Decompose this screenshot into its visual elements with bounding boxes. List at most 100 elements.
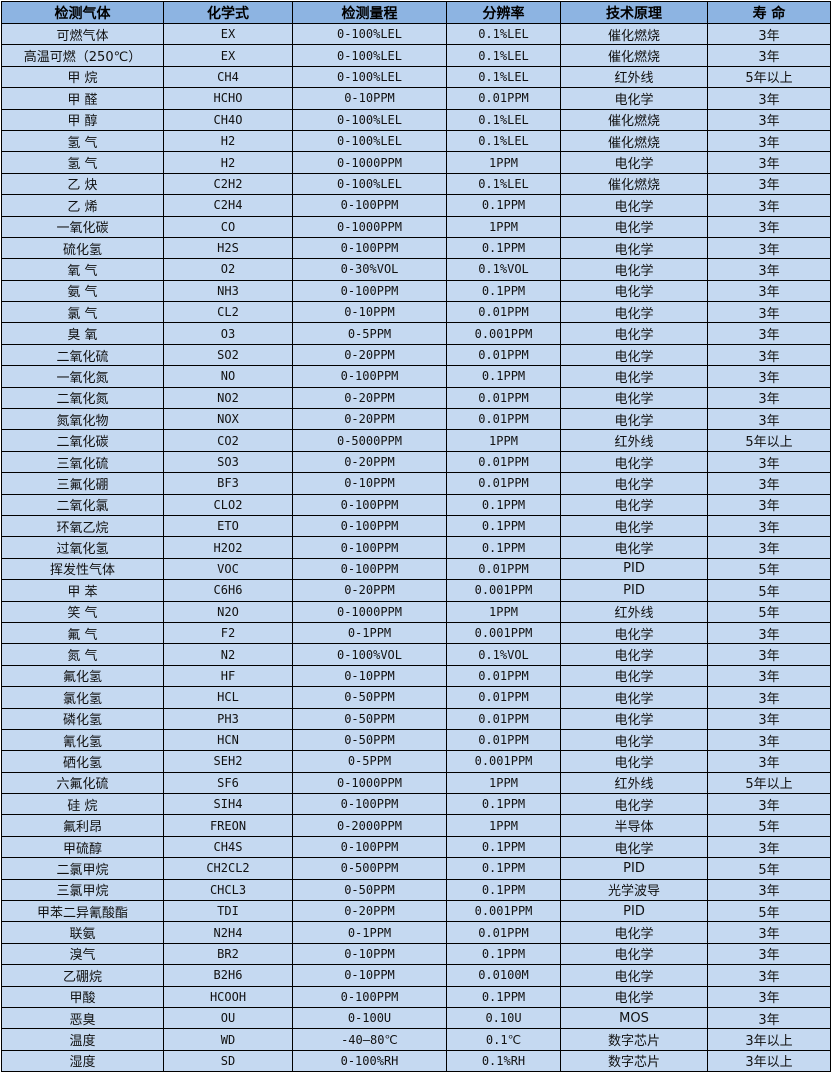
table-row: 氯 气 CL2 0-10PPM 0.01PPM 电化学 3年 (1, 301, 831, 324)
cell-principle: PID (560, 557, 708, 581)
cell-gas: 乙硼烷 (1, 964, 164, 987)
cell-resolution: 0.1PPM (446, 365, 561, 388)
table-row: 乙 炔 C2H2 0-100%LEL 0.1%LEL 催化燃烧 3年 (1, 172, 831, 196)
cell-lifespan: 3年 (707, 301, 831, 324)
cell-resolution: 0.0100M (446, 964, 561, 987)
cell-resolution: 0.1PPM (446, 514, 561, 538)
cell-principle: 催化燃烧 (560, 172, 708, 196)
cell-principle: 电化学 (560, 686, 708, 709)
cell-range: 0-2000PPM (292, 814, 447, 837)
cell-formula: C6H6 (163, 579, 293, 602)
cell-gas: 磷化氢 (1, 707, 164, 730)
cell-formula: O2 (163, 258, 293, 281)
cell-gas: 氮氧化物 (1, 408, 164, 431)
table-row: 磷化氢 PH3 0-50PPM 0.01PPM 电化学 3年 (1, 707, 831, 730)
cell-principle: 电化学 (560, 215, 708, 238)
cell-gas: 氰化氢 (1, 728, 164, 752)
cell-lifespan: 3年 (707, 236, 831, 260)
cell-principle: 电化学 (560, 536, 708, 559)
table-row: 湿度 SD 0-100%RH 0.1%RH 数字芯片 3年以上 (1, 1049, 831, 1073)
cell-principle: 电化学 (560, 151, 708, 174)
cell-gas: 溴气 (1, 942, 164, 966)
cell-lifespan: 5年 (707, 814, 831, 837)
cell-lifespan: 3年 (707, 472, 831, 495)
cell-range: 0-100PPM (292, 985, 447, 1008)
table-row: 氟利昂 FREON 0-2000PPM 1PPM 半导体 5年 (1, 814, 831, 837)
cell-resolution: 0.1PPM (446, 236, 561, 260)
cell-principle: 红外线 (560, 65, 708, 89)
cell-range: 0-50PPM (292, 707, 447, 730)
cell-gas: 甲酸 (1, 985, 164, 1008)
cell-formula: HCL (163, 686, 293, 709)
cell-formula: SEH2 (163, 750, 293, 773)
cell-formula: HCN (163, 728, 293, 752)
cell-range: 0-100PPM (292, 365, 447, 388)
table-row: 过氧化氢 H2O2 0-100PPM 0.1PPM 电化学 3年 (1, 536, 831, 559)
cell-principle: 电化学 (560, 301, 708, 324)
cell-resolution: 0.01PPM (446, 557, 561, 581)
cell-gas: 乙 烯 (1, 194, 164, 217)
cell-range: 0-500PPM (292, 857, 447, 880)
cell-lifespan: 3年 (707, 258, 831, 281)
cell-formula: CO2 (163, 429, 293, 452)
cell-lifespan: 3年 (707, 921, 831, 944)
cell-principle: 电化学 (560, 365, 708, 388)
cell-formula: PH3 (163, 707, 293, 730)
cell-range: 0-100PPM (292, 557, 447, 581)
cell-gas: 氮 气 (1, 643, 164, 666)
cell-lifespan: 3年 (707, 664, 831, 688)
cell-resolution: 0.1PPM (446, 279, 561, 303)
cell-gas: 三氯甲烷 (1, 878, 164, 902)
cell-resolution: 0.1PPM (446, 835, 561, 859)
cell-range: 0-100PPM (292, 493, 447, 516)
cell-lifespan: 3年 (707, 87, 831, 110)
cell-lifespan: 3年 (707, 728, 831, 752)
cell-lifespan: 3年以上 (707, 1028, 831, 1051)
cell-principle: 电化学 (560, 343, 708, 367)
column-header-principle: 技术原理 (560, 1, 708, 24)
cell-range: 0-100%VOL (292, 643, 447, 666)
cell-principle: PID (560, 857, 708, 880)
table-row: 甲 醛 HCHO 0-10PPM 0.01PPM 电化学 3年 (1, 87, 831, 110)
cell-gas: 硫化氢 (1, 236, 164, 260)
cell-formula: VOC (163, 557, 293, 581)
cell-principle: 电化学 (560, 835, 708, 859)
cell-lifespan: 3年 (707, 129, 831, 153)
cell-principle: 光学波导 (560, 878, 708, 902)
cell-resolution: 0.1%RH (446, 1049, 561, 1073)
cell-gas: 氢 气 (1, 129, 164, 153)
cell-lifespan: 3年 (707, 44, 831, 67)
cell-resolution: 0.01PPM (446, 728, 561, 752)
cell-formula: CO (163, 215, 293, 238)
cell-resolution: 1PPM (446, 814, 561, 837)
cell-gas: 可燃气体 (1, 22, 164, 46)
cell-formula: C2H2 (163, 172, 293, 196)
cell-resolution: 0.1%VOL (446, 258, 561, 281)
cell-formula: EX (163, 22, 293, 46)
table-row: 二氧化氮 NO2 0-20PPM 0.01PPM 电化学 3年 (1, 386, 831, 410)
cell-lifespan: 3年 (707, 322, 831, 345)
cell-resolution: 1PPM (446, 215, 561, 238)
cell-resolution: 0.10U (446, 1006, 561, 1030)
cell-principle: PID (560, 579, 708, 602)
cell-range: 0-5PPM (292, 750, 447, 773)
cell-principle: 电化学 (560, 621, 708, 645)
cell-principle: MOS (560, 1006, 708, 1030)
cell-principle: 电化学 (560, 258, 708, 281)
cell-principle: 电化学 (560, 408, 708, 431)
table-row: 温度 WD -40—80℃ 0.1℃ 数字芯片 3年以上 (1, 1028, 831, 1051)
cell-lifespan: 3年 (707, 878, 831, 902)
cell-gas: 臭 氧 (1, 322, 164, 345)
cell-principle: 催化燃烧 (560, 129, 708, 153)
cell-formula: N2O (163, 600, 293, 623)
table-row: 二氧化硫 SO2 0-20PPM 0.01PPM 电化学 3年 (1, 343, 831, 367)
cell-range: 0-50PPM (292, 728, 447, 752)
cell-range: 0-20PPM (292, 900, 447, 923)
cell-lifespan: 3年 (707, 386, 831, 410)
cell-gas: 氯 气 (1, 301, 164, 324)
cell-range: 0-10PPM (292, 964, 447, 987)
cell-resolution: 0.1PPM (446, 536, 561, 559)
cell-principle: 电化学 (560, 514, 708, 538)
cell-principle: 红外线 (560, 429, 708, 452)
table-row: 乙硼烷 B2H6 0-10PPM 0.0100M 电化学 3年 (1, 964, 831, 987)
